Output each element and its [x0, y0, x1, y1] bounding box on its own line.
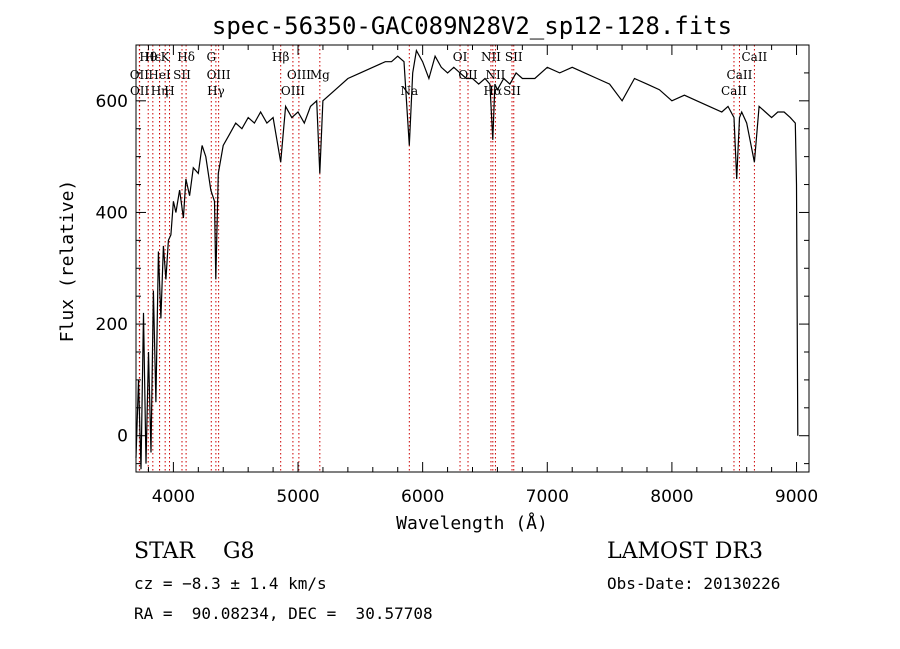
x-tick-label: 5000 [276, 487, 319, 507]
line-label: NII [481, 50, 501, 64]
x-tick-label: 4000 [152, 487, 195, 507]
x-tick-label: 6000 [401, 487, 444, 507]
line-label: SII [173, 68, 191, 82]
line-label: CaII [721, 84, 747, 98]
line-label: H [164, 84, 174, 98]
line-label: Hθ [139, 50, 157, 64]
line-label: SII [503, 84, 521, 98]
plot-frame [135, 44, 810, 473]
obs-date: Obs-Date: 20130226 [607, 574, 781, 593]
y-axis-ticks: 0 200 400 600 [96, 44, 809, 465]
line-label: OII [458, 68, 478, 82]
spectrum-line [135, 48, 799, 470]
line-label: Hδ [177, 50, 195, 64]
line-label: CaII [741, 50, 767, 64]
line-label: Hα [484, 84, 503, 98]
y-tick-label: 200 [96, 315, 128, 335]
x-tick-label: 7000 [526, 487, 569, 507]
line-label: OIII [281, 84, 305, 98]
line-label: OIII [287, 68, 311, 82]
y-tick-label: 0 [117, 427, 128, 447]
line-markers [138, 45, 755, 472]
redshift-text: cz = −8.3 ± 1.4 km/s [134, 574, 327, 593]
line-label: OIII [207, 68, 231, 82]
line-label: Na [400, 84, 418, 98]
line-label: OII [130, 68, 150, 82]
line-label: G [206, 50, 216, 64]
line-label: K [161, 50, 171, 64]
x-axis-label: Wavelength (Å) [396, 512, 548, 534]
y-axis-label: Flux (relative) [57, 180, 78, 343]
line-label: Hβ [272, 50, 289, 64]
chart-title: spec-56350-GAC089N28V2_sp12-128.fits [212, 12, 732, 40]
line-label: Mg [310, 68, 330, 82]
line-label: SII [505, 50, 523, 64]
x-tick-label: 8000 [650, 487, 693, 507]
line-label: Hη [151, 84, 169, 98]
survey-name: LAMOST DR3 [607, 539, 763, 564]
line-label: Hγ [207, 84, 225, 98]
line-labels: HθOIIOIIHεHeIHηKSIIHHδOIIIHγGOIIIOIIIHβM… [130, 50, 768, 98]
y-tick-label: 600 [96, 92, 128, 112]
line-label: OII [130, 84, 150, 98]
line-label: HeI [148, 68, 171, 82]
y-tick-label: 400 [96, 203, 128, 223]
x-tick-label: 9000 [775, 487, 818, 507]
line-label: OI [453, 50, 468, 64]
spectral-class: STAR G8 [134, 539, 255, 564]
line-label: CaII [727, 68, 753, 82]
line-label: NII [485, 68, 505, 82]
x-axis-ticks: 4000 5000 6000 7000 8000 9000 [147, 45, 818, 507]
line-label: Hε [144, 50, 161, 64]
coordinates: RA = 90.08234, DEC = 30.57708 [134, 604, 433, 623]
